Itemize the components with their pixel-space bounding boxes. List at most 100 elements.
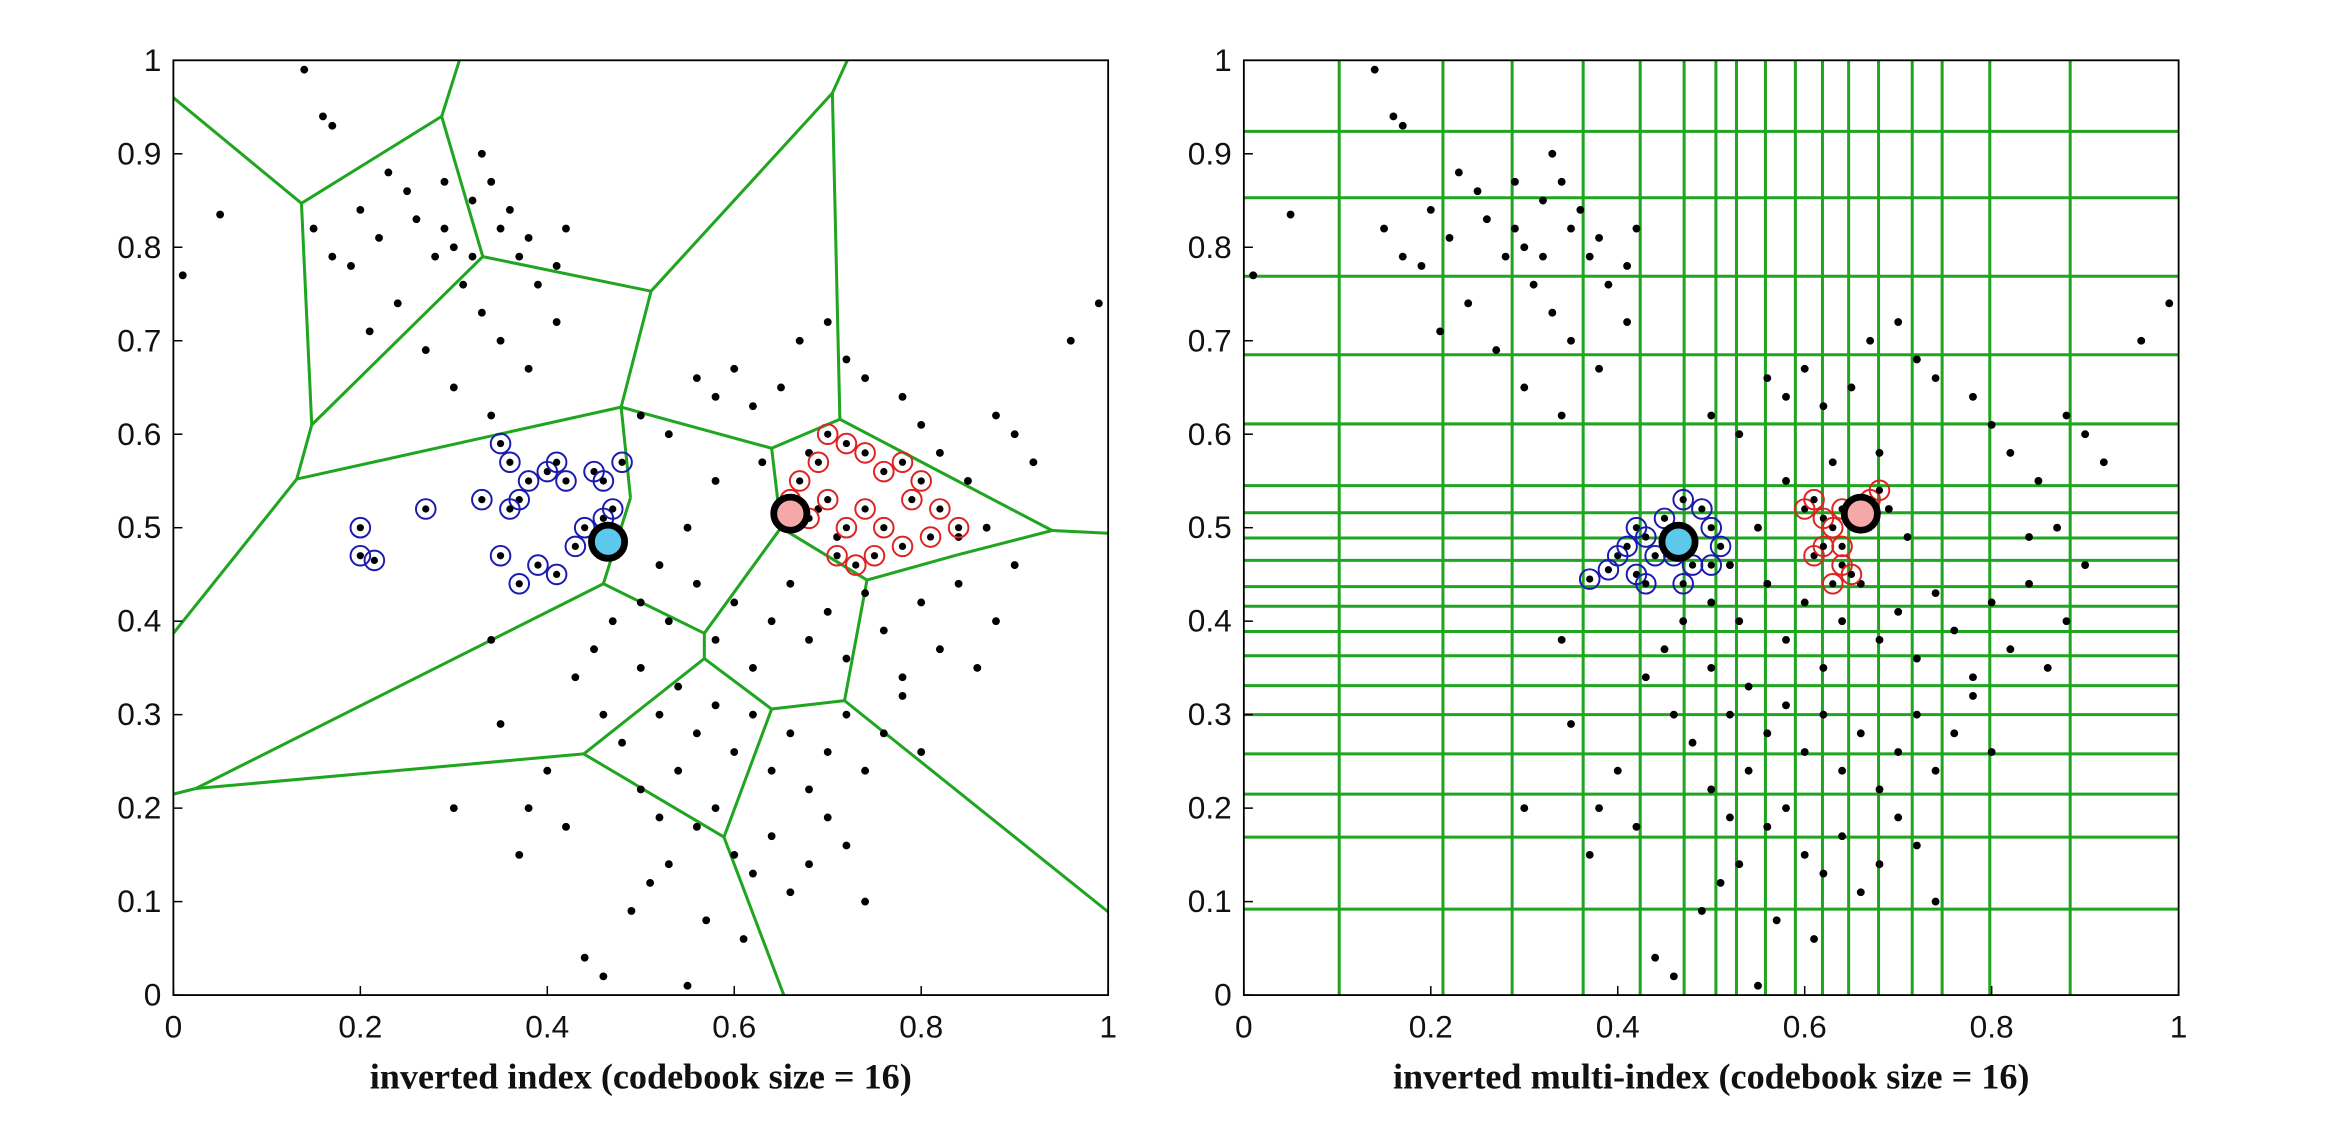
point	[2053, 523, 2062, 532]
neighbor-dot	[1642, 580, 1650, 588]
point	[1735, 617, 1744, 626]
x-tick-label: 0.4	[1596, 1008, 1640, 1044]
point	[636, 785, 645, 794]
point	[1950, 729, 1959, 738]
point	[309, 224, 318, 233]
point	[1782, 392, 1790, 401]
neighbor-point	[816, 423, 839, 445]
neighbor-dot	[618, 458, 626, 466]
point	[477, 308, 486, 317]
point	[1875, 785, 1884, 794]
neighbor-dot	[534, 561, 542, 569]
point	[1884, 505, 1893, 513]
neighbor-dot	[609, 505, 617, 513]
neighbor-point	[873, 460, 895, 483]
point	[674, 682, 683, 691]
point	[1716, 878, 1725, 887]
cell-edge	[602, 582, 705, 635]
point	[440, 224, 449, 233]
y-tick-label: 1	[1214, 42, 1232, 78]
neighbor-point	[1700, 516, 1723, 539]
point	[468, 252, 477, 261]
neighbor-point	[1672, 488, 1694, 511]
point	[1094, 299, 1103, 308]
y-tick-label: 0.3	[117, 696, 161, 732]
neighbor-point	[891, 451, 914, 474]
point	[711, 477, 720, 485]
point	[1567, 336, 1575, 345]
point	[2034, 477, 2043, 485]
point	[692, 374, 701, 383]
cell-edge	[299, 203, 314, 425]
point	[749, 869, 757, 878]
point	[2099, 458, 2108, 467]
point	[1370, 65, 1379, 74]
neighbor-dot	[861, 449, 869, 457]
neighbor-dot	[1604, 566, 1613, 574]
neighbor-point	[854, 442, 876, 464]
neighbor-point	[854, 498, 876, 520]
cell-edge	[310, 255, 484, 426]
point	[1380, 224, 1388, 233]
point	[842, 841, 851, 850]
point	[739, 935, 748, 943]
point	[1931, 766, 1940, 775]
point	[496, 720, 505, 728]
point	[636, 663, 645, 672]
point	[655, 710, 664, 719]
y-tick-label: 0.4	[1188, 603, 1232, 639]
point	[1800, 850, 1809, 859]
point	[1585, 252, 1594, 261]
point	[1912, 710, 1921, 719]
query-point	[1658, 521, 1699, 562]
point	[1010, 561, 1019, 570]
point	[1726, 710, 1734, 719]
point	[1417, 262, 1426, 270]
point	[655, 561, 664, 570]
y-tick-label: 0.1	[117, 883, 161, 919]
point	[823, 813, 832, 822]
point	[664, 617, 673, 626]
point	[1010, 430, 1019, 439]
point	[449, 804, 458, 813]
point	[898, 692, 907, 700]
point	[711, 392, 720, 401]
point	[1800, 748, 1809, 756]
neighbor-dot	[880, 467, 888, 476]
neighbor-dot	[926, 533, 935, 541]
point	[1520, 804, 1529, 813]
neighbor-dot	[1810, 496, 1818, 504]
point	[1707, 598, 1716, 607]
point	[1567, 720, 1575, 728]
query-point	[588, 521, 629, 562]
cell-edge	[195, 752, 584, 790]
point	[468, 196, 477, 205]
neighbor-dot	[1819, 542, 1828, 551]
point	[1595, 233, 1603, 242]
point	[1426, 205, 1435, 214]
point	[1389, 112, 1398, 121]
neighbor-point	[1821, 572, 1844, 595]
neighbor-dot	[1586, 575, 1594, 583]
point	[692, 822, 701, 831]
neighbor-point	[1821, 516, 1844, 539]
point	[1912, 654, 1921, 663]
point	[1726, 813, 1734, 822]
point	[1894, 748, 1903, 756]
point	[1660, 645, 1669, 654]
point	[1567, 224, 1575, 233]
point	[861, 374, 870, 383]
neighbor-dot	[824, 430, 832, 438]
neighbor-dot	[478, 496, 486, 504]
neighbor-dot	[1829, 524, 1837, 532]
point	[898, 673, 907, 682]
point	[1398, 252, 1407, 261]
point	[365, 327, 374, 336]
y-tick-label: 0.8	[117, 229, 161, 265]
point	[524, 804, 533, 813]
point	[1735, 430, 1744, 439]
neighbor-dot	[506, 505, 514, 513]
neighbor-point	[844, 554, 867, 576]
cell-edge	[722, 836, 786, 996]
neighbor-point	[1635, 526, 1657, 548]
